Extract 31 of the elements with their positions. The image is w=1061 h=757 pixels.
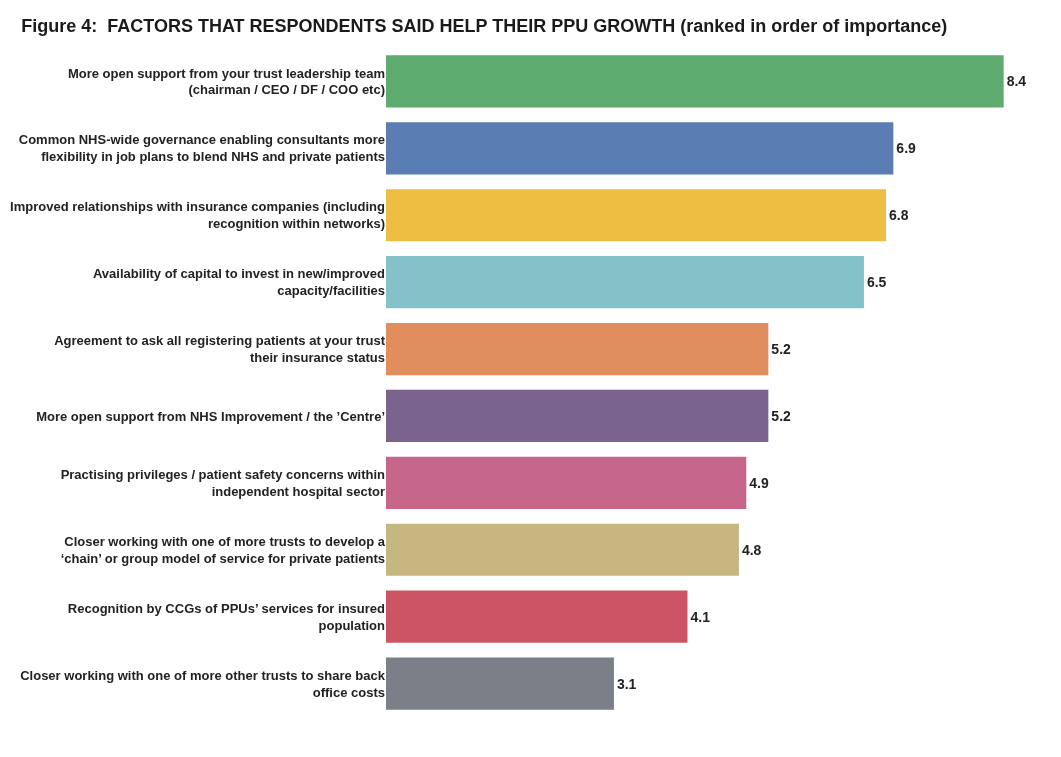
y-tick-label: Practising privileges / patient safety concerns within independent hospital sector <box>60 466 386 499</box>
bar <box>386 456 747 509</box>
y-tick-label: More open support from your trust leadership team (chairman / CEO / DF / COO etc) <box>67 65 385 98</box>
y-tick-label: Common NHS-wide governance enabling consultants more flexibility in job plans to blend NHS and private patients <box>18 132 385 165</box>
y-tick-label: Availability of capital to invest in new/improved capacity/facilities <box>92 266 386 299</box>
bar <box>386 590 688 643</box>
y-tick-label: Agreement to ask all registering patients at your trust their insurance status <box>54 333 386 366</box>
bar <box>386 256 864 309</box>
data-label: 8.4 <box>1006 73 1027 90</box>
bar <box>386 657 614 710</box>
y-tick-label: Closer working with one of more trusts to develop a ‘chain’ or group model of service for private patients <box>60 533 386 566</box>
y-tick-label: Improved relationships with insurance companies (including recognition within networks) <box>10 199 386 232</box>
bar <box>386 389 769 443</box>
y-tick-label: More open support from NHS Improvement / the ’Centre’ <box>36 408 385 424</box>
y-tick-label: Closer working with one of more other trusts to share back office costs <box>20 667 386 700</box>
data-label: 6.8 <box>889 207 909 224</box>
data-label: 4.9 <box>749 474 769 491</box>
bar <box>386 122 894 175</box>
data-label: 6.5 <box>866 274 887 291</box>
chart-title: Figure 4: FACTORS THAT RESPONDENTS SAID HELP THEIR PPU GROWTH (ranked in order of importance) <box>21 15 948 36</box>
data-label: 4.1 <box>690 608 711 625</box>
data-label: 4.8 <box>741 541 762 558</box>
data-label: 5.2 <box>771 341 792 358</box>
y-tick-label: Recognition by CCGs of PPUs’ services for insured population <box>67 600 386 633</box>
data-label: 5.2 <box>771 407 792 424</box>
bar <box>386 55 1004 108</box>
bar <box>386 523 739 576</box>
bar <box>386 322 769 376</box>
data-label: 6.9 <box>896 140 917 157</box>
bar <box>386 189 886 242</box>
data-label: 3.1 <box>616 675 637 692</box>
